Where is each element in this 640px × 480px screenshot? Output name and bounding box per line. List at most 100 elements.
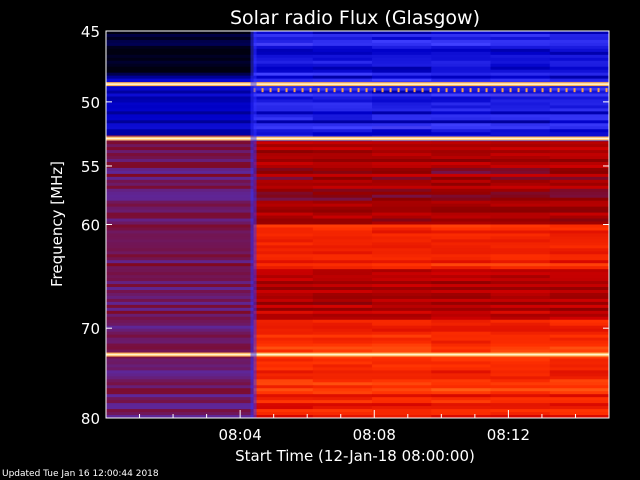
spectrogram-row-high <box>431 197 492 202</box>
spectrogram-row-high <box>549 248 609 252</box>
spectrogram-row-high <box>312 278 373 282</box>
spectrogram-row-high <box>312 78 373 83</box>
spectrogram-row-high <box>490 346 551 351</box>
spectrogram-row-high <box>372 203 432 208</box>
spectrogram-row-high <box>490 278 551 282</box>
spectrogram-row-high <box>549 120 609 124</box>
spectrogram-row-high <box>253 346 314 351</box>
spectrogram-row-high <box>312 123 373 127</box>
spectrogram-row-high <box>253 206 314 211</box>
spectrogram-row-high <box>312 218 373 223</box>
spectrogram-row-high <box>253 36 314 41</box>
spectrogram-row-high <box>490 51 551 56</box>
spectrogram-row-high <box>490 260 551 264</box>
interference-mark <box>373 88 376 93</box>
interference-mark <box>541 88 544 93</box>
spectrogram-row-high <box>490 36 551 41</box>
spectrogram-row-high <box>431 298 492 303</box>
spectrogram-row-high <box>372 42 432 47</box>
spectrogram-row-low <box>106 349 254 354</box>
spectrogram-row-high <box>312 132 373 136</box>
spectrogram-row-low <box>106 337 254 342</box>
spectrogram-row-high <box>431 251 492 255</box>
spectrogram-row-high <box>490 227 551 232</box>
spectrogram-row-high <box>372 132 432 136</box>
spectrogram-row-high <box>490 403 551 407</box>
spectrogram-row-high <box>490 295 551 300</box>
spectrogram-row-low <box>106 376 254 380</box>
spectrogram-row-high <box>431 141 492 145</box>
spectrogram-row-high <box>253 42 314 47</box>
spectrogram-row-high <box>431 287 492 291</box>
spectrogram-row-high <box>431 69 492 74</box>
spectrogram-row-high <box>312 343 373 348</box>
spectrogram-row-high <box>372 144 432 148</box>
spectrogram-row-low <box>106 257 254 261</box>
spectrogram-row-low <box>106 313 254 318</box>
spectrogram-row-low <box>106 164 254 169</box>
spectrogram-row-high <box>549 331 609 336</box>
spectrogram-row-high <box>549 230 609 235</box>
spectrogram-row-high <box>490 150 551 154</box>
spectrogram-row-low <box>106 319 254 324</box>
spectrogram-row-high <box>312 197 373 202</box>
spectrogram-row-high <box>549 313 609 318</box>
spectrogram-row-high <box>490 84 551 89</box>
spectrogram-row-high <box>253 272 314 276</box>
interference-mark <box>285 88 288 93</box>
spectrogram-row-low <box>106 412 254 416</box>
spectrogram-row-low <box>106 212 254 217</box>
interference-mark <box>357 88 360 93</box>
spectrogram-row-high <box>549 153 609 157</box>
spectrogram-row-low <box>106 182 254 187</box>
spectrogram-row-high <box>549 117 609 121</box>
spectrogram-row-high <box>253 406 314 410</box>
spectrogram-row-high <box>549 272 609 276</box>
spectrogram-row-high <box>549 191 609 196</box>
spectrogram-row-high <box>312 358 373 363</box>
spectrogram-row-high <box>372 346 432 351</box>
spectrogram-row-high <box>490 343 551 348</box>
interference-mark <box>605 88 608 93</box>
spectrogram-row-high <box>431 57 492 62</box>
interference-mark <box>389 88 392 93</box>
spectrogram-row-high <box>372 349 432 354</box>
spectrogram-row-high <box>253 284 314 288</box>
spectrogram-row-low <box>106 111 254 115</box>
spectrogram-row-high <box>372 45 432 50</box>
spectrogram-row-high <box>490 33 551 38</box>
spectrogram-row-high <box>549 266 609 270</box>
spectrogram-row-high <box>372 334 432 339</box>
spectrogram-row-high <box>372 278 432 282</box>
spectrogram-row-high <box>431 114 492 118</box>
spectrogram-row-high <box>490 90 551 95</box>
spectrogram-row-high <box>490 322 551 327</box>
spectrogram-row-high <box>253 66 314 71</box>
spectrogram-row-high <box>312 147 373 151</box>
spectrogram-row-low <box>106 263 254 267</box>
spectrogram-row-high <box>312 96 373 101</box>
spectrogram-row-low <box>106 409 254 413</box>
spectrogram-row-low <box>106 161 254 166</box>
spectrogram-row-high <box>490 236 551 240</box>
spectrogram-row-high <box>312 394 373 398</box>
interference-mark <box>301 88 304 93</box>
spectrogram-row-low <box>106 197 254 202</box>
spectrogram-row-high <box>372 239 432 243</box>
spectrogram-row-high <box>431 51 492 56</box>
spectrogram-row-high <box>312 54 373 59</box>
spectrogram-row-low <box>106 48 254 53</box>
spectrogram-row-high <box>253 382 314 386</box>
spectrogram-row-high <box>253 120 314 124</box>
spectrogram-row-high <box>312 45 373 50</box>
spectrogram-row-high <box>372 63 432 68</box>
spectrogram-row-low <box>106 218 254 223</box>
spectrogram-row-high <box>549 412 609 416</box>
spectrogram-row-high <box>312 236 373 240</box>
spectrogram-row-high <box>431 397 492 401</box>
spectrogram-row-high <box>549 108 609 112</box>
spectrogram-row-high <box>490 203 551 208</box>
spectrogram-row-high <box>372 230 432 235</box>
spectrogram-row-high <box>431 167 492 172</box>
spectrogram-row-low <box>106 129 254 133</box>
